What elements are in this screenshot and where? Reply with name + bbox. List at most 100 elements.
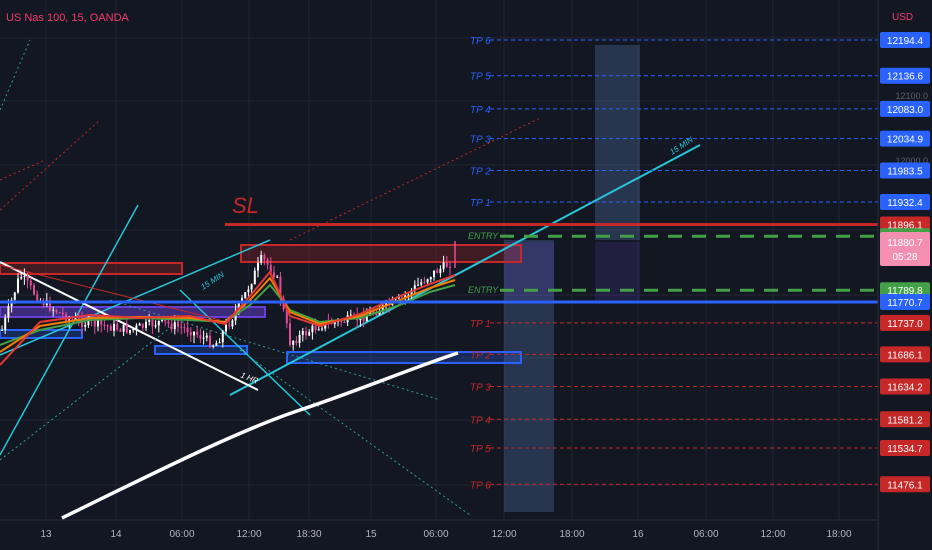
candle-body xyxy=(154,325,157,327)
candle-body xyxy=(212,345,215,347)
candle-body xyxy=(218,342,221,344)
price-tag-text: 11581.2 xyxy=(887,415,923,426)
candle-body xyxy=(308,332,311,336)
candle-body xyxy=(340,319,343,322)
candle-body xyxy=(145,321,147,328)
candle-body xyxy=(289,323,291,345)
time-tick-label: 16 xyxy=(632,529,644,540)
candle-body xyxy=(401,296,403,298)
candle-body xyxy=(317,329,320,331)
trendline-1hr xyxy=(0,261,259,391)
candle-body xyxy=(132,329,135,331)
candle-body xyxy=(231,320,234,327)
price-tag xyxy=(880,346,930,363)
candle-body xyxy=(381,305,384,311)
candle-body xyxy=(167,321,170,324)
price-tag xyxy=(880,162,930,179)
candle-body xyxy=(103,324,106,326)
candle-body xyxy=(420,282,423,285)
candle-body xyxy=(311,325,314,333)
time-tick-label: 14 xyxy=(110,529,122,540)
candle-body xyxy=(138,323,141,326)
candle-body xyxy=(177,322,179,327)
trendline-left xyxy=(0,204,139,456)
candle-body xyxy=(170,323,173,330)
dotted-red-line-left-2 xyxy=(0,159,46,181)
tp-short-label: TP 3 xyxy=(470,382,491,393)
dotted-green-line-4 xyxy=(0,319,181,461)
price-tag-text: 12034.9 xyxy=(887,135,924,146)
candle-body xyxy=(423,282,426,284)
candle-body xyxy=(106,325,109,327)
price-tag-text: 11634.2 xyxy=(887,382,923,393)
candle-body xyxy=(125,324,128,333)
candle-body xyxy=(157,320,160,326)
price-tag xyxy=(880,378,930,395)
current-price-text: 11880.7 xyxy=(887,238,923,249)
candle-body xyxy=(244,292,247,299)
candle-body xyxy=(49,300,51,311)
price-tag-text: 11686.1 xyxy=(887,350,923,361)
candle-body xyxy=(369,311,371,316)
candle-body xyxy=(343,321,346,323)
currency-label: USD xyxy=(892,12,914,23)
candle-body xyxy=(237,302,240,312)
trendline-15min-left xyxy=(0,239,271,356)
candle-body xyxy=(113,323,115,331)
candle-body xyxy=(100,319,103,325)
countdown-text: 05:28 xyxy=(892,252,917,263)
time-tick-label: 13 xyxy=(40,529,52,540)
candle-body xyxy=(1,329,3,331)
candle-body xyxy=(129,329,131,333)
candle-body xyxy=(442,262,445,269)
candle-body xyxy=(301,330,304,335)
candle-body xyxy=(250,284,253,290)
candle-body xyxy=(378,310,381,316)
candle-body xyxy=(257,262,259,271)
candle-body xyxy=(305,330,307,336)
candle-body xyxy=(333,322,336,325)
time-tick-label: 15 xyxy=(365,529,377,540)
candle-body xyxy=(209,335,211,347)
candle-body xyxy=(81,319,83,327)
candle-body xyxy=(260,254,263,263)
zones xyxy=(0,45,640,512)
tp-long-label: TP 2 xyxy=(470,166,491,177)
price-tag-text: 12083.0 xyxy=(887,105,924,116)
trendline-down xyxy=(179,289,311,416)
candle-body xyxy=(417,284,419,286)
stop-loss-label: SL xyxy=(232,193,259,218)
candle-body xyxy=(269,264,272,273)
dotted-green-line-3 xyxy=(239,349,471,516)
tp-short-label: TP 4 xyxy=(470,415,491,426)
tp-short-label: TP 2 xyxy=(470,350,491,361)
price-tag-text: 11534.7 xyxy=(887,444,923,455)
price-tag-text: 11983.5 xyxy=(887,166,923,177)
candle-body xyxy=(33,285,35,295)
entry-label: ENTRY xyxy=(468,285,499,295)
ma-red xyxy=(0,270,456,366)
candle-body xyxy=(365,315,368,322)
candle-body xyxy=(180,326,183,328)
candle-body xyxy=(292,341,295,345)
time-tick-label: 06:00 xyxy=(169,529,194,540)
short-projection-box xyxy=(504,240,554,512)
price-tag xyxy=(880,411,930,428)
candle-body xyxy=(116,323,119,330)
candle-body xyxy=(29,280,32,286)
candle-body xyxy=(433,270,435,278)
price-axis[interactable]: 12100.012000.011700.011520.012194.412136… xyxy=(877,0,932,550)
drawings xyxy=(0,39,701,516)
purple-zone xyxy=(0,306,266,318)
supply-zone-left xyxy=(0,262,183,275)
time-tick-label: 06:00 xyxy=(693,529,718,540)
time-axis[interactable]: 13 14 06:00 12:00 18:30 15 06:00 12:00 18:00 16 06… xyxy=(0,519,878,540)
candle-body xyxy=(13,292,16,300)
grid xyxy=(0,0,878,520)
candle-body xyxy=(321,328,323,330)
time-tick-label: 12:00 xyxy=(760,529,785,540)
candle-body xyxy=(193,331,195,336)
candle-body xyxy=(404,295,407,298)
price-tag xyxy=(880,194,930,211)
